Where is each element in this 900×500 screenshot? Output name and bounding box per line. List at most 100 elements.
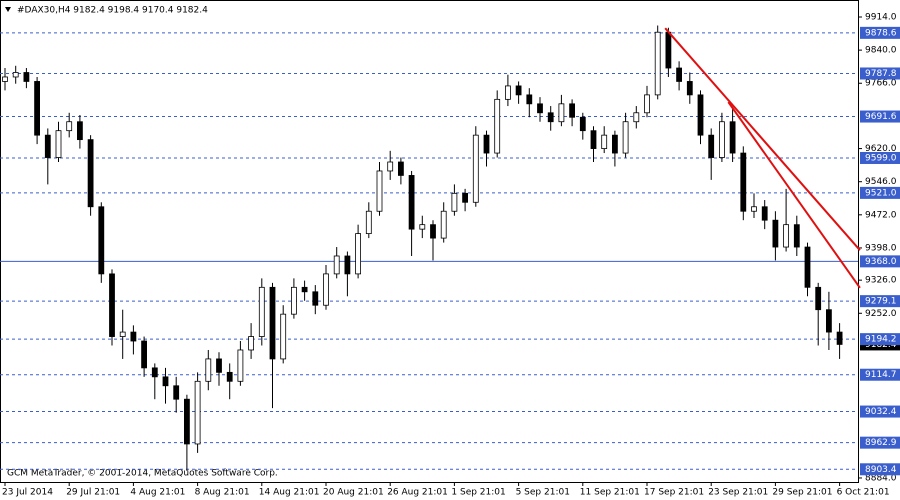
candle-body	[77, 121, 83, 141]
x-tick-label: 6 Oct 21:01	[837, 488, 890, 498]
candle-body	[547, 112, 554, 123]
y-tick-label: 9840.0	[865, 46, 897, 56]
candle-body	[783, 224, 789, 248]
y-tick-label: 9398.0	[865, 243, 897, 253]
candle-body	[804, 246, 811, 288]
candle-body	[365, 210, 372, 235]
candle-body	[494, 98, 501, 154]
candle-body	[579, 116, 586, 132]
level-label: 9691.6	[865, 112, 897, 122]
candle-body	[751, 206, 757, 212]
level-label: 9878.6	[865, 28, 897, 38]
x-tick-label: 29 Sep 21:01	[772, 488, 832, 498]
x-tick-label: 17 Sep 21:01	[644, 488, 704, 498]
candle-body	[558, 103, 565, 123]
candle-body	[237, 349, 244, 382]
candle-body	[151, 367, 158, 378]
candle-body	[472, 134, 479, 203]
candle-body	[66, 121, 73, 132]
level-box	[860, 255, 900, 268]
candle-body	[376, 170, 383, 212]
level-box	[860, 186, 900, 199]
candle-body	[451, 192, 458, 212]
candle-body	[719, 121, 725, 158]
candle-body	[12, 72, 19, 78]
candle-body	[173, 385, 180, 400]
y-tick-label: 9546.0	[865, 177, 897, 187]
x-tick-label: 1 Sep 21:01	[451, 488, 505, 498]
candle-body	[258, 286, 265, 337]
candle-body	[162, 376, 169, 387]
x-tick-label: 20 Aug 21:01	[323, 488, 384, 498]
candle-body	[323, 273, 329, 306]
candle-body	[290, 286, 297, 315]
level-box	[860, 26, 900, 39]
level-box	[860, 151, 900, 164]
x-tick-label: 23 Sep 21:01	[708, 488, 768, 498]
candle-body	[697, 94, 704, 136]
candle-body	[612, 134, 618, 154]
candle-body	[130, 331, 137, 342]
candle-body	[333, 255, 340, 275]
candle-body	[216, 358, 222, 373]
level-label: 8903.4	[865, 465, 897, 475]
level-box	[860, 67, 900, 80]
x-tick-label: 11 Sep 21:01	[580, 488, 640, 498]
level-label: 9279.1	[865, 297, 897, 307]
candle-body	[526, 94, 533, 105]
candle-body	[826, 309, 832, 333]
level-label: 9114.7	[865, 370, 897, 380]
candle-body	[141, 340, 148, 369]
candle-body	[387, 161, 394, 172]
candle-body	[226, 371, 233, 382]
y-tick-label: 9766.0	[865, 79, 897, 89]
candle-body	[836, 331, 843, 345]
candle-body	[515, 85, 522, 96]
candle-body	[601, 134, 608, 149]
candle-body	[419, 224, 426, 230]
candle-body	[430, 224, 436, 239]
candle-body	[793, 224, 800, 248]
candle-body	[34, 81, 40, 136]
candle-body	[87, 139, 94, 208]
candle-body	[312, 291, 319, 306]
candle-body	[355, 233, 362, 275]
y-tick-label: 9620.0	[865, 144, 897, 154]
level-box	[860, 463, 900, 476]
x-tick-label: 8 Aug 21:01	[195, 488, 250, 498]
x-tick-label: 26 Aug 21:01	[387, 488, 448, 498]
candle-body	[729, 121, 736, 154]
candle-body	[644, 94, 650, 114]
y-tick-label: 8884.0	[865, 473, 897, 483]
candle-body	[590, 130, 597, 149]
level-box	[860, 436, 900, 449]
level-label: 9521.0	[865, 188, 897, 198]
y-tick-label: 9472.0	[865, 210, 897, 220]
candle-body	[569, 103, 575, 118]
candle-body	[462, 192, 469, 203]
level-label: 9032.4	[865, 407, 897, 417]
level-box	[860, 405, 900, 418]
candle-body	[344, 255, 351, 275]
level-label: 9599.0	[865, 153, 897, 163]
candle-body	[537, 103, 543, 114]
x-tick-label: 5 Sep 21:01	[516, 488, 570, 498]
candle-body	[194, 380, 201, 445]
candle-body	[301, 286, 308, 293]
x-tick-label: 29 Jul 21:01	[66, 488, 120, 498]
level-box	[860, 295, 900, 308]
candle-body	[248, 336, 255, 351]
plot-frame	[0, 0, 859, 483]
candle-body	[654, 31, 661, 96]
trend-line	[727, 101, 861, 289]
candle-body	[676, 67, 682, 82]
x-tick-label: 14 Aug 21:01	[259, 488, 320, 498]
level-label: 9787.8	[865, 69, 897, 79]
candle-body	[665, 31, 672, 69]
candle-body	[109, 273, 115, 337]
candle-body	[98, 206, 105, 275]
candle-body	[269, 286, 276, 360]
level-box	[860, 333, 900, 346]
candle-body	[183, 398, 190, 445]
